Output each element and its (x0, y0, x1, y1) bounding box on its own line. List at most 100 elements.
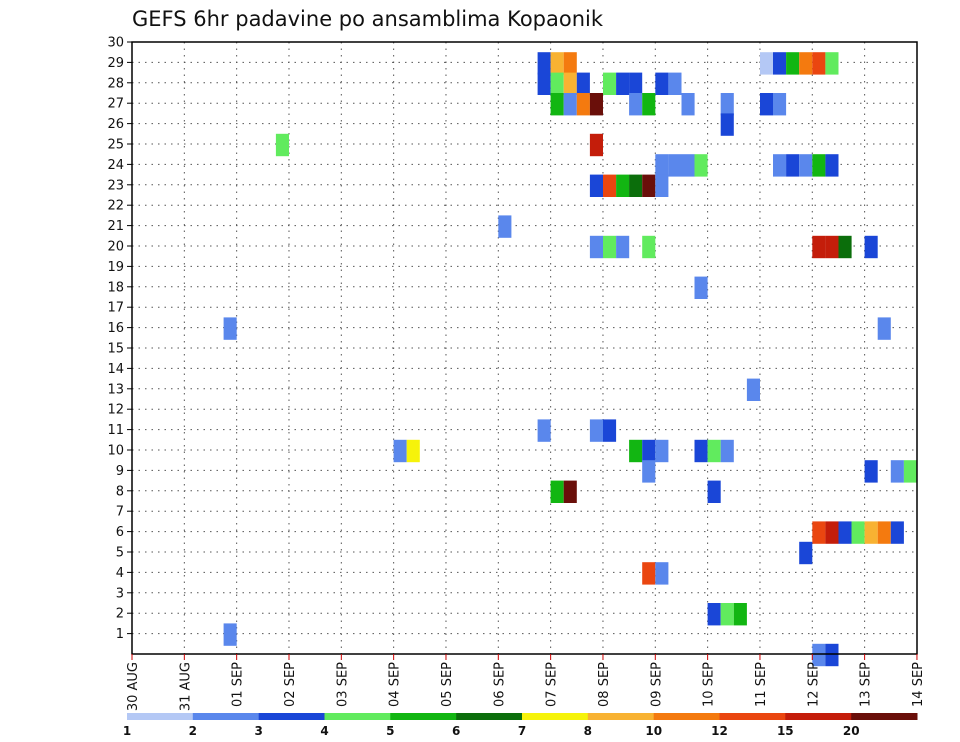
heatmap-cell (576, 93, 590, 116)
grid (132, 41, 917, 654)
x-tick-label: 13 SEP (859, 662, 874, 707)
heatmap-cell (655, 154, 669, 177)
heatmap-cell (655, 174, 669, 197)
heatmap-cell (877, 317, 891, 340)
heatmap-cell (838, 521, 852, 544)
heatmap-cell (603, 174, 617, 197)
heatmap-cell (589, 235, 603, 259)
colorbar-swatch (258, 713, 325, 720)
y-tick-label: 1 (116, 627, 124, 642)
heatmap-cell (720, 603, 734, 626)
colorbar: 1 2 3 4 5 6 7 8 10 12 15 20 (123, 713, 918, 738)
heatmap-cell (537, 52, 551, 75)
x-tick-label: 30 AUG (126, 662, 141, 711)
heatmap-cell (550, 93, 564, 116)
y-tick-label: 16 (107, 321, 124, 336)
heatmap-cell (851, 521, 865, 544)
y-tick-label: 28 (107, 76, 124, 91)
heatmap-cell (629, 72, 643, 95)
colorbar-swatch (522, 713, 589, 720)
y-tick-label: 11 (107, 423, 124, 438)
heatmap-cell (786, 154, 800, 177)
heatmap-cell (550, 52, 564, 75)
heatmap-cell (825, 154, 839, 177)
colorbar-label: 7 (518, 724, 526, 738)
colorbar-label: 1 (123, 724, 131, 738)
heatmap-cell (668, 72, 682, 95)
heatmap-cell (616, 174, 630, 197)
x-tick-label: 12 SEP (806, 662, 821, 707)
heatmap-cell (629, 174, 643, 197)
y-tick-label: 17 (107, 301, 124, 316)
heatmap-cell (629, 93, 643, 116)
heatmap-cell (864, 235, 878, 259)
y-tick-label: 22 (107, 199, 124, 214)
heatmap-cell (681, 93, 695, 116)
colorbar-label: 2 (189, 724, 197, 738)
colorbar-label: 20 (843, 724, 860, 738)
heatmap-cell (733, 603, 747, 626)
heatmap-cell (694, 439, 708, 463)
colorbar-label: 15 (777, 724, 794, 738)
x-tick-label: 11 SEP (754, 662, 769, 707)
heatmap-cell (223, 623, 237, 646)
y-tick-label: 14 (107, 362, 124, 377)
heatmap-cell (720, 93, 734, 116)
heatmap-cell (668, 154, 682, 177)
heatmap-cell (642, 235, 656, 259)
y-tick-label: 13 (107, 382, 124, 397)
y-tick-label: 4 (116, 566, 124, 581)
heatmap-cell (773, 93, 787, 116)
y-tick-label: 8 (116, 484, 124, 499)
colorbar-swatch (324, 713, 391, 720)
colorbar-swatch (587, 713, 655, 720)
heatmap-cell (629, 439, 643, 463)
colorbar-label: 8 (584, 724, 592, 738)
heatmap-cell (864, 521, 878, 544)
heatmap-cell (707, 480, 721, 503)
heatmap-cell (799, 52, 813, 75)
heatmap-cell (576, 72, 590, 95)
y-tick-label: 24 (107, 158, 124, 173)
heatmap-cell (786, 52, 800, 75)
y-tick-label: 12 (107, 403, 124, 418)
heatmap-cell (812, 235, 826, 259)
colorbar-swatch (785, 713, 852, 720)
heatmap-cell (550, 72, 564, 95)
heatmap-cell (707, 603, 721, 626)
y-tick-label: 23 (107, 178, 124, 193)
heatmap-cell (550, 480, 564, 503)
heatmap-cell (642, 460, 656, 483)
heatmap-cell (603, 72, 617, 95)
x-tick-label: 08 SEP (597, 662, 612, 707)
y-tick-label: 27 (107, 97, 124, 112)
heatmap-cell (746, 378, 760, 401)
heatmap-cell (720, 113, 734, 136)
colorbar-swatch (456, 713, 523, 720)
heatmap-cell (812, 52, 826, 75)
y-tick-label: 15 (107, 342, 124, 357)
heatmap-cell (603, 419, 617, 442)
y-tick-label: 10 (107, 444, 124, 459)
heatmap-cells (223, 52, 917, 667)
heatmap-cell (642, 562, 656, 585)
y-tick-label: 6 (116, 525, 124, 540)
y-tick-label: 2 (116, 607, 124, 622)
colorbar-label: 6 (452, 724, 460, 738)
colorbar-swatch (851, 713, 918, 720)
heatmap-cell (642, 93, 656, 116)
heatmap-cell (655, 562, 669, 585)
heatmap-cell (773, 52, 787, 75)
y-tick-label: 7 (116, 505, 124, 520)
heatmap-cell (603, 235, 617, 259)
heatmap-cell (877, 521, 891, 544)
heatmap-cell (773, 154, 787, 177)
heatmap-cell (825, 52, 839, 75)
x-tick-label: 06 SEP (492, 662, 507, 707)
heatmap-cell (406, 439, 420, 463)
heatmap-cell (537, 72, 551, 95)
y-tick-label: 30 (107, 36, 124, 51)
x-tick-label: 14 SEP (911, 662, 926, 707)
y-tick-label: 29 (107, 56, 124, 71)
heatmap-cell (903, 460, 917, 483)
